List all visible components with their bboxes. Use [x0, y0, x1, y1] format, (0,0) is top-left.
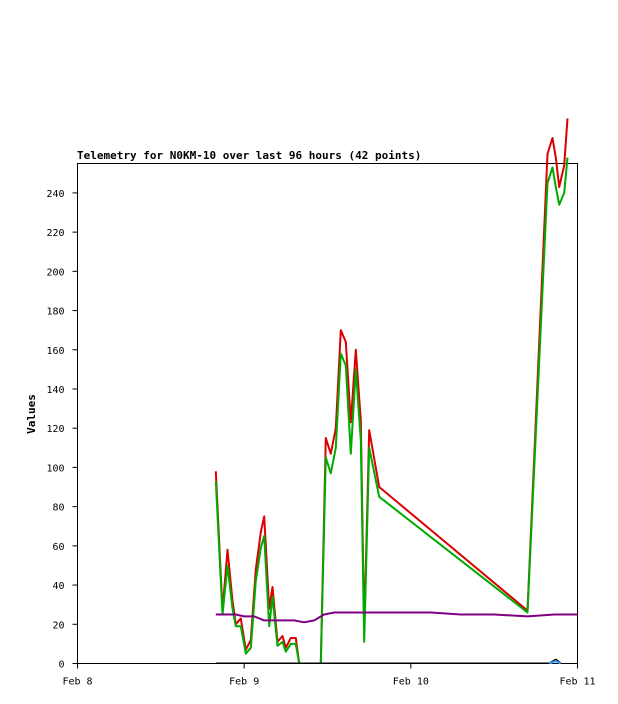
y-tick-label: 220	[46, 228, 64, 239]
y-tick-label: 140	[46, 385, 64, 396]
y-tick-label: 0	[58, 660, 64, 671]
x-tick-label: Feb 9	[229, 677, 259, 688]
y-axis-ticks: 0 20 40 60 80 100 120 140 160 180 200 220 240	[46, 189, 78, 671]
y-tick-label: 240	[46, 189, 64, 200]
x-tick-label: Feb 10	[393, 677, 429, 688]
y-axis-label: Values	[25, 394, 38, 434]
series-line-3	[215, 611, 578, 624]
y-tick-label: 40	[52, 581, 64, 592]
y-tick-label: 200	[46, 267, 64, 278]
x-tick-label: Feb 8	[62, 677, 92, 688]
x-axis-ticks: Feb 8 Feb 9 Feb 10 Feb 11	[62, 663, 596, 688]
series-line-1	[214, 118, 569, 664]
series-layer	[214, 118, 578, 664]
y-tick-label: 80	[52, 503, 64, 514]
series-line-4	[215, 658, 562, 664]
y-tick-label: 180	[46, 307, 64, 318]
series-line-5	[548, 660, 562, 664]
y-tick-label: 100	[46, 463, 64, 474]
y-tick-label: 160	[46, 346, 64, 357]
x-tick-label: Feb 11	[559, 677, 595, 688]
chart-title: Telemetry for N0KM-10 over last 96 hours…	[77, 149, 421, 162]
y-tick-label: 60	[52, 542, 64, 553]
y-tick-label: 120	[46, 424, 64, 435]
y-tick-label: 20	[52, 620, 64, 631]
